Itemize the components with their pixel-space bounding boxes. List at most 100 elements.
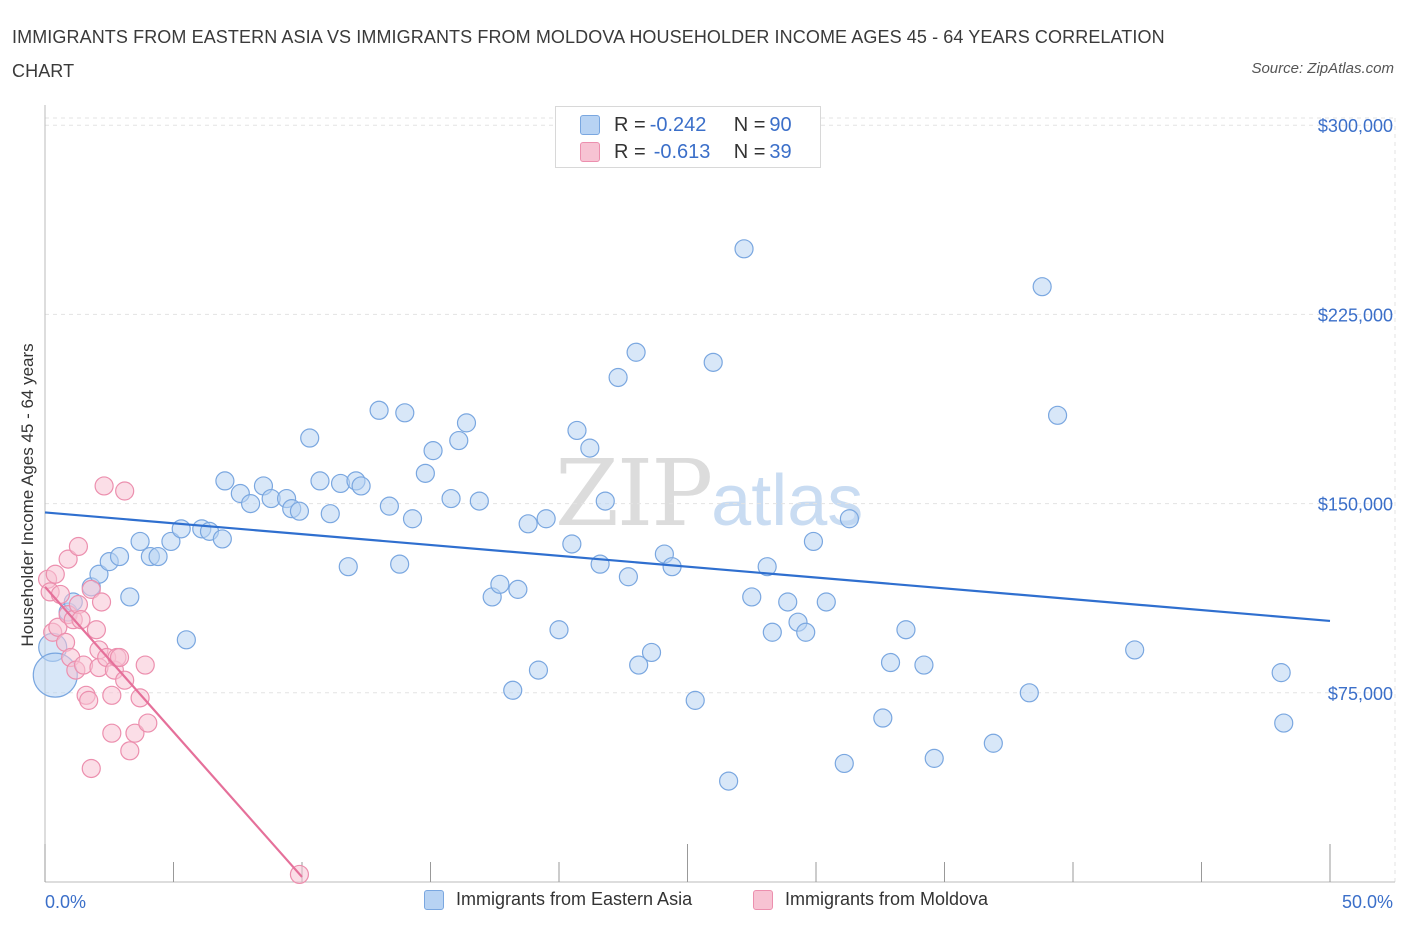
data-point-eastern-asia: [562, 534, 582, 554]
data-point-eastern-asia: [320, 504, 340, 524]
data-point-eastern-asia: [618, 567, 638, 587]
legend-r-value: -0.613: [653, 140, 711, 163]
data-point-moldova: [109, 647, 130, 668]
data-point-moldova: [135, 655, 155, 675]
data-point-moldova: [50, 584, 71, 605]
data-point-eastern-asia: [395, 403, 415, 423]
data-point-eastern-asia: [1274, 713, 1294, 733]
data-point-eastern-asia: [834, 753, 854, 774]
data-point-eastern-asia: [608, 367, 628, 388]
data-point-eastern-asia: [528, 660, 549, 680]
data-point-moldova: [115, 481, 135, 501]
data-point-eastern-asia: [580, 438, 600, 458]
legend-r-label: R =: [614, 140, 646, 163]
trend-line-moldova: [44, 586, 303, 878]
data-point-eastern-asia: [130, 531, 150, 552]
legend-label-moldova: Immigrants from Moldova: [785, 889, 989, 909]
data-point-eastern-asia: [757, 557, 777, 577]
data-point-eastern-asia: [423, 441, 443, 461]
data-point-eastern-asia: [490, 574, 510, 594]
data-point-eastern-asia: [839, 509, 860, 529]
tick-labels: $75,000 $150,000 $225,000 $300,000 0.0% 50.0%: [45, 116, 1393, 912]
data-point-moldova: [94, 476, 114, 496]
y-tick-label: $75,000: [1328, 684, 1393, 704]
data-point-eastern-asia: [873, 708, 893, 728]
x-tick-label: 50.0%: [1342, 892, 1393, 912]
source-credit: Source: ZipAtlas.com: [1251, 60, 1394, 77]
data-point-eastern-asia: [89, 564, 109, 584]
legend-n-value: 39: [769, 140, 792, 163]
legend-r-label: R =: [614, 113, 646, 136]
x-tick-label: 0.0%: [45, 892, 86, 912]
data-point-eastern-asia: [148, 546, 168, 567]
chart-title: IMMIGRANTS FROM EASTERN ASIA VS IMMIGRAN…: [12, 27, 1165, 81]
data-point-eastern-asia: [369, 400, 389, 420]
data-point-moldova: [130, 688, 150, 708]
data-point-moldova: [120, 741, 140, 761]
data-point-eastern-asia: [456, 413, 477, 433]
series-eastern-asia-points: [32, 239, 1294, 791]
data-point-moldova: [79, 690, 99, 710]
data-point-eastern-asia: [508, 579, 528, 599]
data-point-eastern-asia: [1019, 683, 1039, 703]
data-point-moldova: [125, 723, 145, 743]
data-point-eastern-asia: [641, 642, 662, 663]
data-point-eastern-asia: [803, 531, 824, 552]
data-point-moldova: [91, 592, 112, 612]
correlation-legend: R = -0.242 N = 90 R = -0.613 N = 39: [555, 106, 821, 168]
data-point-eastern-asia: [449, 430, 469, 451]
legend-n-value: 90: [769, 113, 792, 136]
watermark-atlas: atlas: [711, 461, 864, 541]
y-tick-label: $225,000: [1318, 305, 1393, 325]
data-point-eastern-asia: [176, 630, 196, 650]
data-point-eastern-asia: [595, 491, 615, 511]
data-point-moldova: [81, 758, 101, 779]
data-point-moldova: [68, 536, 89, 557]
data-point-eastern-asia: [1047, 405, 1068, 425]
watermark: ZIPatlas: [555, 440, 863, 547]
data-point-eastern-asia: [762, 622, 782, 642]
data-point-moldova: [58, 549, 78, 569]
data-point-eastern-asia: [469, 491, 489, 511]
data-point-moldova: [115, 670, 135, 690]
data-point-eastern-asia: [241, 494, 261, 514]
data-point-eastern-asia: [703, 352, 723, 372]
data-point-eastern-asia: [924, 748, 944, 768]
data-point-moldova: [102, 685, 122, 705]
legend-row-eastern-asia: R = -0.242 N = 90: [580, 112, 792, 138]
data-point-eastern-asia: [549, 620, 569, 640]
data-point-moldova: [45, 564, 65, 584]
data-point-eastern-asia: [390, 554, 410, 574]
data-point-eastern-asia: [796, 622, 816, 642]
legend-item-moldova[interactable]: Immigrants from Moldova: [753, 889, 988, 910]
data-point-eastern-asia: [215, 471, 235, 491]
data-point-eastern-asia: [880, 652, 901, 673]
legend-item-eastern-asia[interactable]: Immigrants from Eastern Asia: [424, 889, 692, 910]
data-point-eastern-asia: [914, 655, 934, 675]
legend-swatch-eastern-asia: [424, 889, 444, 910]
legend-swatch-eastern-asia: [580, 115, 600, 135]
data-point-eastern-asia: [536, 509, 556, 529]
data-point-eastern-asia: [415, 463, 435, 483]
data-point-eastern-asia: [518, 514, 538, 534]
data-point-eastern-asia: [503, 680, 523, 700]
data-point-moldova: [48, 617, 68, 637]
trend-lines: [44, 511, 1331, 878]
data-point-eastern-asia: [567, 420, 587, 441]
data-point-moldova: [81, 579, 101, 599]
data-point-eastern-asia: [742, 587, 762, 607]
data-point-eastern-asia: [1271, 663, 1291, 683]
data-point-eastern-asia: [379, 496, 399, 516]
legend-r-value: -0.242: [649, 113, 707, 136]
axes: [44, 105, 1395, 883]
data-point-eastern-asia: [778, 592, 798, 612]
data-point-eastern-asia: [338, 557, 358, 577]
watermark-zip: ZIP: [555, 440, 713, 547]
data-point-eastern-asia: [441, 488, 461, 509]
data-point-eastern-asia: [719, 771, 739, 791]
data-point-eastern-asia: [1125, 640, 1145, 660]
data-point-eastern-asia: [402, 509, 423, 529]
data-point-eastern-asia: [212, 529, 232, 549]
series-legend: Immigrants from Eastern Asia Immigrants …: [0, 889, 1406, 915]
trend-line-eastern-asia: [44, 511, 1331, 623]
